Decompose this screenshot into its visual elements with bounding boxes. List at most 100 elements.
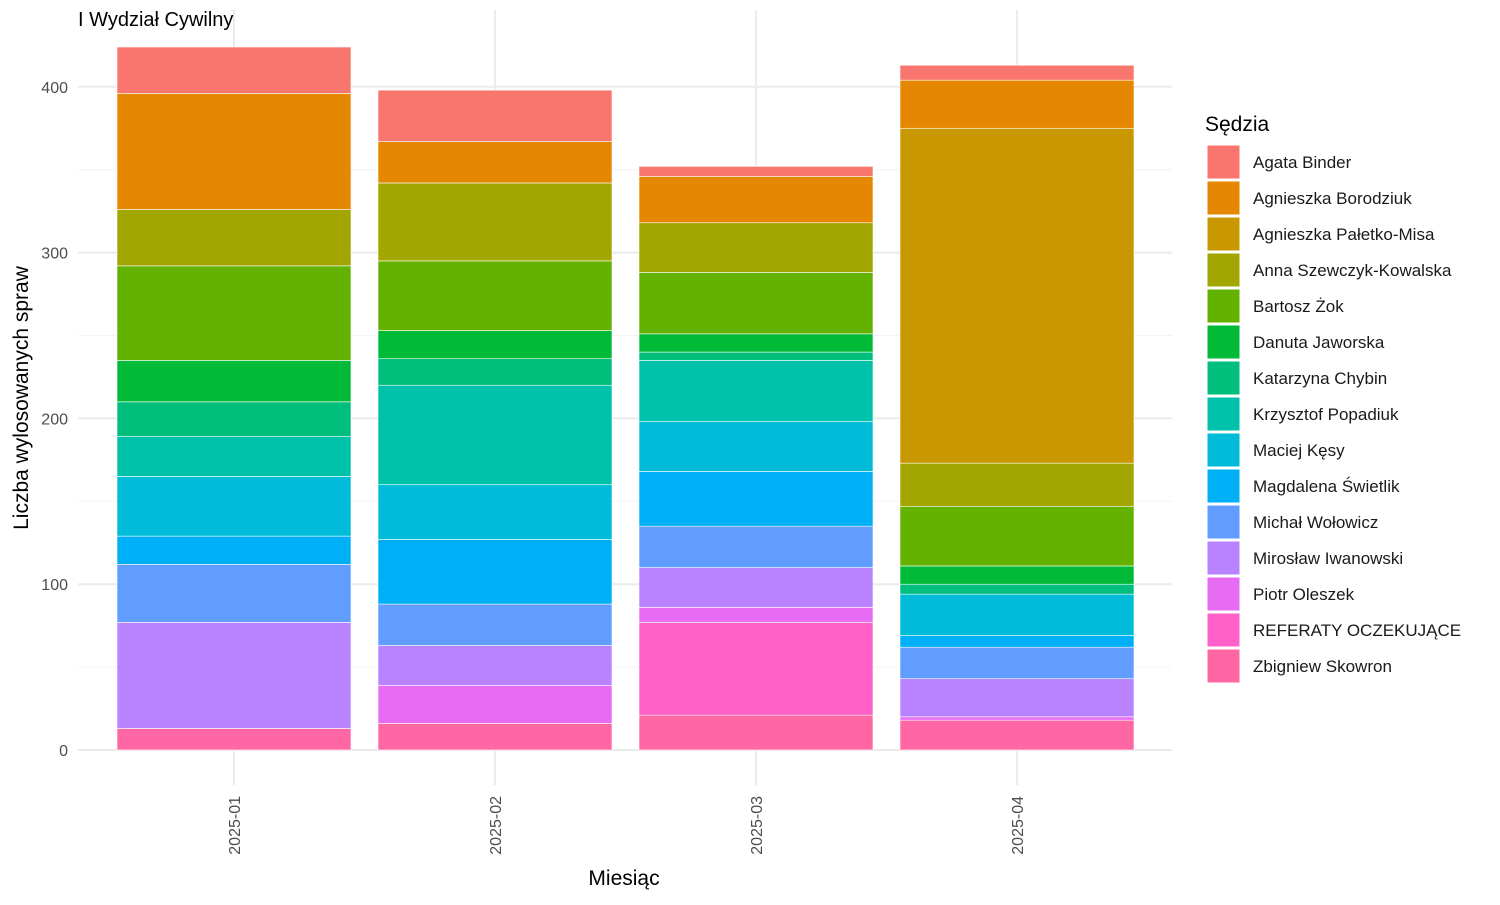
bar-segment: Magdalena Świetlik — 2025-01: 17 [116, 535, 352, 565]
bar-segment: Michał Wołowicz — 2025-03: 25 [638, 525, 874, 568]
y-tick-label: 300 [41, 246, 68, 263]
bar-segment: Agnieszka Borodziuk — 2025-01: 70 [116, 93, 352, 210]
legend-label: Piotr Oleszek [1253, 585, 1355, 604]
bar-segment: Michał Wołowicz — 2025-02: 25 [377, 603, 613, 646]
y-tick-label: 0 [59, 743, 68, 760]
y-axis-label: Liczba wylosowanych spraw [10, 265, 33, 530]
bar-segment: Agnieszka Pałetko-Misa — 2025-04: 202 [899, 127, 1135, 464]
legend-item: REFERATY OCZEKUJĄCE [1206, 612, 1461, 648]
bar-segment: Katarzyna Chybin — 2025-04: 6 [899, 583, 1135, 595]
legend-label: Mirosław Iwanowski [1253, 549, 1403, 568]
bar-segment: Michał Wołowicz — 2025-04: 19 [899, 646, 1135, 680]
legend-label: Agata Binder [1253, 153, 1352, 172]
x-axis-tick-labels: 2025-01 2025-02 2025-03 2025-04 [227, 796, 1027, 855]
bar-segment: Zbigniew Skowron — 2025-01: 13 [116, 728, 352, 751]
bar-segment: Magdalena Świetlik — 2025-02: 39 [377, 539, 613, 605]
bar-segment: Anna Szewczyk-Kowalska — 2025-04: 26 [899, 462, 1135, 507]
bar-segment: Agata Binder — 2025-02: 31 [377, 89, 613, 142]
legend-swatch [1206, 288, 1241, 324]
bar-segment: Mirosław Iwanowski — 2025-04: 23 [899, 678, 1135, 718]
x-tick-label: 2025-03 [749, 796, 766, 855]
x-tick-label: 2025-02 [488, 796, 505, 855]
legend-item: Katarzyna Chybin [1206, 360, 1387, 396]
bar-segment: Danuta Jaworska — 2025-04: 11 [899, 565, 1135, 585]
legend-item: Piotr Oleszek [1206, 576, 1355, 612]
bar-segment: Mirosław Iwanowski — 2025-01: 64 [116, 622, 352, 729]
legend-item: Michał Wołowicz [1206, 504, 1378, 540]
legend-label: Anna Szewczyk-Kowalska [1253, 261, 1452, 280]
legend-label: Agnieszka Pałetko-Misa [1253, 225, 1435, 244]
legend-label: REFERATY OCZEKUJĄCE [1253, 621, 1461, 640]
legend-label: Danuta Jaworska [1253, 333, 1385, 352]
bar-segment: Katarzyna Chybin — 2025-03: 5 [638, 351, 874, 361]
bar-segment: Agata Binder — 2025-04: 9 [899, 64, 1135, 81]
bar-segment: Agnieszka Borodziuk — 2025-02: 25 [377, 141, 613, 184]
legend-swatch [1206, 396, 1241, 432]
legend-label: Krzysztof Popadiuk [1253, 405, 1399, 424]
y-tick-label: 200 [41, 411, 68, 428]
legend-item: Danuta Jaworska [1206, 324, 1385, 360]
y-tick-label: 100 [41, 577, 68, 594]
y-axis-tick-labels: 0 100 200 300 400 [41, 80, 68, 760]
bar-segment: Krzysztof Popadiuk — 2025-03: 37 [638, 360, 874, 423]
bar-segment: Danuta Jaworska — 2025-03: 11 [638, 333, 874, 353]
bar-segment: Anna Szewczyk-Kowalska — 2025-03: 30 [638, 222, 874, 273]
legend-label: Magdalena Świetlik [1253, 477, 1400, 496]
legend-item: Agnieszka Pałetko-Misa [1206, 216, 1435, 252]
legend-label: Bartosz Żok [1253, 297, 1344, 316]
bar-segment: Bartosz Żok — 2025-03: 37 [638, 272, 874, 335]
bar-segment: Zbigniew Skowron — 2025-03: 21 [638, 714, 874, 751]
x-tick-label: 2025-01 [227, 796, 244, 855]
bar-segment: Maciej Kęsy — 2025-01: 36 [116, 476, 352, 537]
bars: Zbigniew Skowron — 2025-01: 13Mirosław I… [116, 46, 1135, 751]
legend-item: Anna Szewczyk-Kowalska [1206, 252, 1452, 288]
bar-segment: Danuta Jaworska — 2025-01: 25 [116, 360, 352, 403]
legend-swatch [1206, 540, 1241, 576]
legend-item: Magdalena Świetlik [1206, 468, 1400, 504]
legend-swatch [1206, 612, 1241, 648]
bar-segment: Katarzyna Chybin — 2025-01: 21 [116, 401, 352, 437]
legend-swatch [1206, 504, 1241, 540]
bar-segment: Krzysztof Popadiuk — 2025-02: 60 [377, 384, 613, 486]
bar-segment: Mirosław Iwanowski — 2025-03: 24 [638, 567, 874, 608]
legend-label: Agnieszka Borodziuk [1253, 189, 1412, 208]
legend-swatch [1206, 360, 1241, 396]
bar-segment: Danuta Jaworska — 2025-02: 17 [377, 330, 613, 360]
legend-swatch [1206, 324, 1241, 360]
bar-segment: Anna Szewczyk-Kowalska — 2025-01: 34 [116, 209, 352, 267]
legend-item: Agata Binder [1206, 144, 1352, 180]
bar-segment: Bartosz Żok — 2025-04: 36 [899, 505, 1135, 567]
bar-segment: Agata Binder — 2025-01: 28 [116, 46, 352, 94]
bar-segment: Michał Wołowicz — 2025-01: 35 [116, 564, 352, 623]
legend-label: Michał Wołowicz [1253, 513, 1378, 532]
bar-segment: Maciej Kęsy — 2025-04: 25 [899, 593, 1135, 636]
legend-swatch [1206, 252, 1241, 288]
legend-item: Agnieszka Borodziuk [1206, 180, 1412, 216]
chart-title: I Wydział Cywilny [78, 9, 233, 31]
legend-swatch [1206, 432, 1241, 468]
bar-segment: Zbigniew Skowron — 2025-02: 16 [377, 723, 613, 751]
bar-segment: Anna Szewczyk-Kowalska — 2025-02: 47 [377, 182, 613, 262]
legend-swatch [1206, 648, 1241, 684]
legend-title: Sędzia [1205, 113, 1270, 136]
bar-segment: Mirosław Iwanowski — 2025-02: 24 [377, 645, 613, 686]
legend: Agata Binder Agnieszka Borodziuk Agnieszka… [1206, 144, 1461, 684]
legend-swatch [1206, 576, 1241, 612]
bar-segment: Katarzyna Chybin — 2025-02: 16 [377, 358, 613, 386]
legend-swatch [1206, 216, 1241, 252]
bar-segment: Piotr Oleszek — 2025-04: 2 [899, 716, 1135, 721]
legend-label: Maciej Kęsy [1253, 441, 1345, 460]
legend-item: Bartosz Żok [1206, 288, 1344, 324]
bar-segment: Zbigniew Skowron — 2025-04: 18 [899, 719, 1135, 751]
legend-label: Zbigniew Skowron [1253, 657, 1392, 676]
bar-segment: Piotr Oleszek — 2025-02: 23 [377, 685, 613, 724]
bar-segment: Magdalena Świetlik — 2025-04: 7 [899, 635, 1135, 648]
legend-label: Katarzyna Chybin [1253, 369, 1387, 388]
bar-segment: Bartosz Żok — 2025-01: 57 [116, 265, 352, 361]
x-tick-label: 2025-04 [1010, 796, 1027, 855]
bar-segment: Krzysztof Popadiuk — 2025-01: 24 [116, 436, 352, 477]
legend-item: Zbigniew Skowron [1206, 648, 1392, 684]
legend-item: Maciej Kęsy [1206, 432, 1345, 468]
